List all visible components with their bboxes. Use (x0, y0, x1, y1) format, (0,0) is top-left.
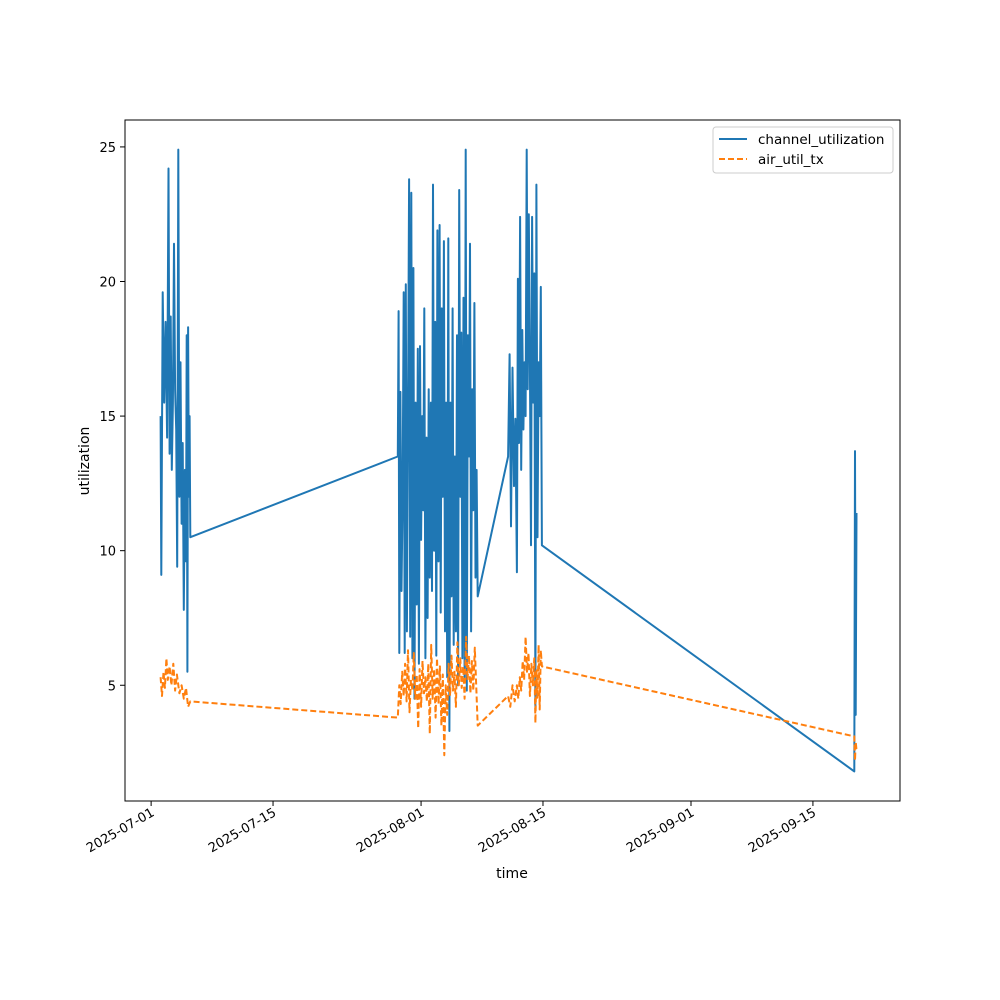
legend: channel_utilization air_util_tx (712, 126, 894, 174)
series-line-channel-utilization (159, 148, 858, 773)
series-layer (159, 148, 858, 773)
y-tick-label: 20 (99, 276, 116, 291)
x-axis-label: time (496, 866, 528, 882)
y-tick-label: 5 (108, 679, 116, 694)
series-line-air-util-tx (159, 635, 858, 762)
plot-frame (124, 119, 901, 802)
legend-label-air-util-tx: air_util_tx (758, 152, 824, 168)
y-tick-label: 10 (99, 545, 116, 560)
y-tick-label: 25 (99, 141, 116, 156)
y-axis-label: utilization (77, 427, 93, 496)
y-axis: 5 10 15 20 25 (99, 141, 125, 694)
legend-box (712, 126, 894, 174)
legend-label-channel-utilization: channel_utilization (758, 132, 885, 148)
y-tick-label: 15 (99, 410, 116, 425)
